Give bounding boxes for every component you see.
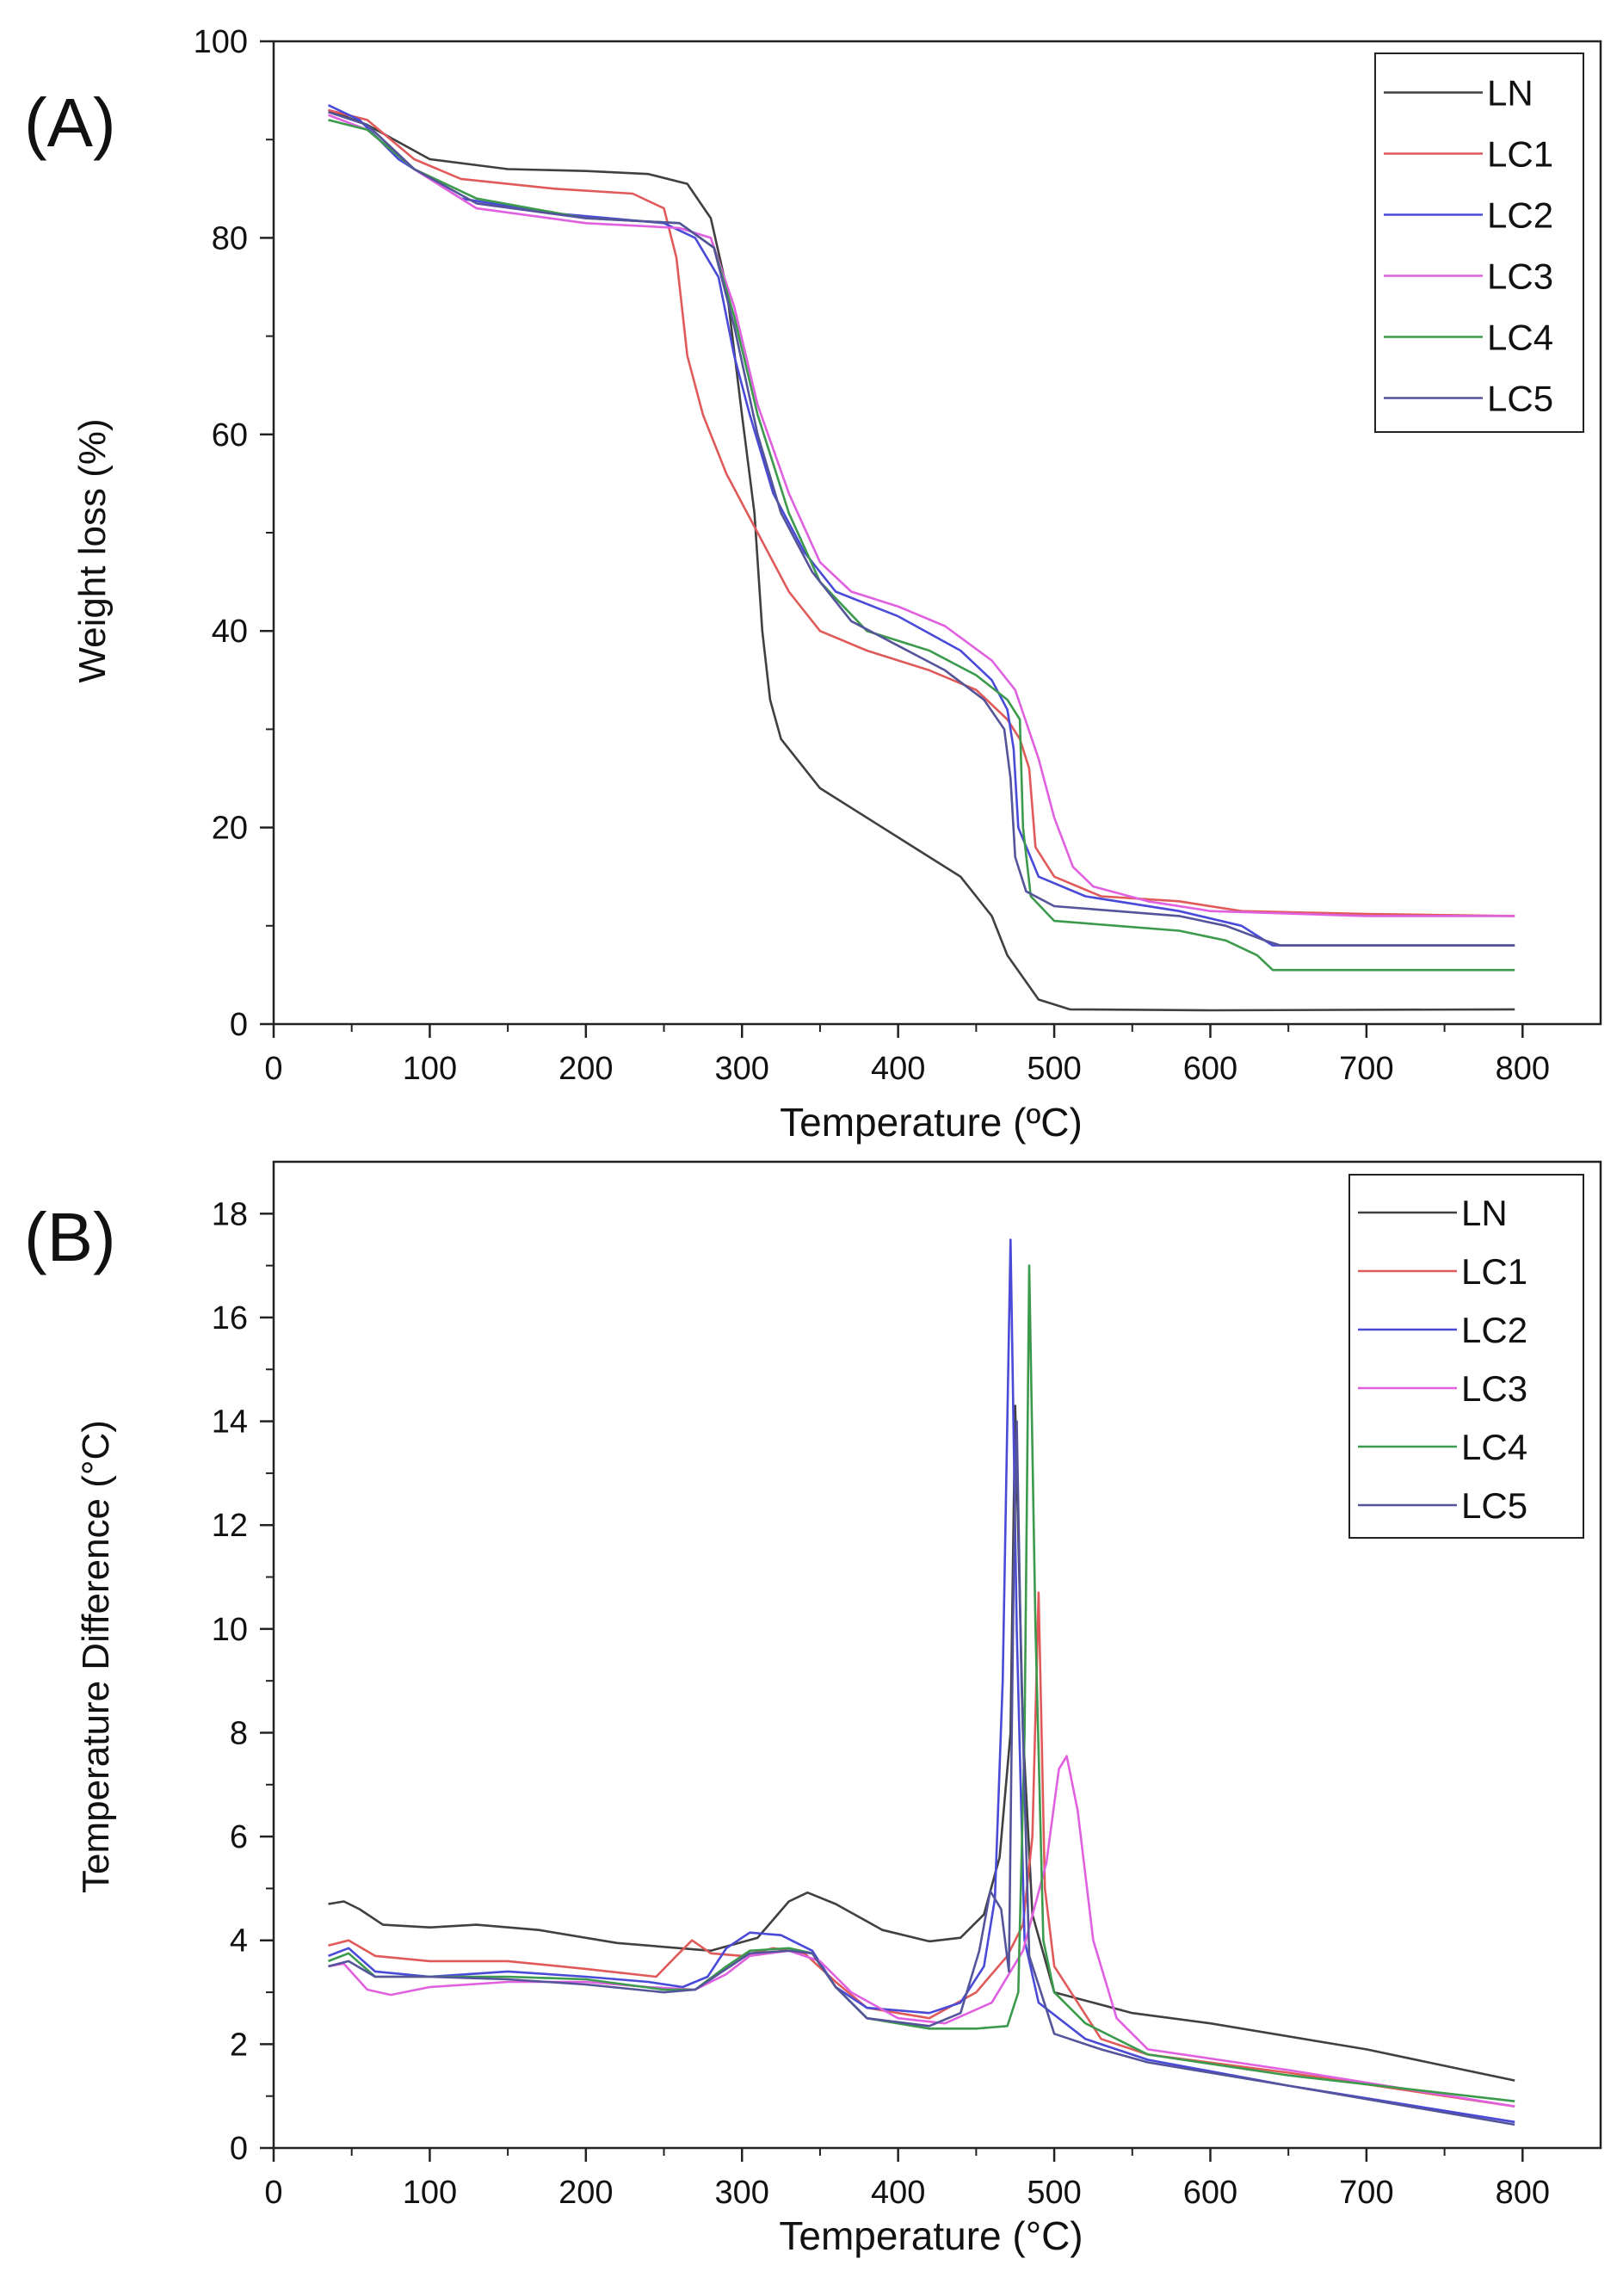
x-tick-label: 700 [1339,1051,1393,1087]
x-axis-label: Temperature (ºC) [780,1100,1083,1145]
legend-box [1348,1174,1584,1539]
x-tick-label: 500 [1027,2175,1081,2211]
y-tick-label: 2 [230,2027,248,2063]
x-tick-label: 200 [558,1051,613,1087]
x-tick-label: 600 [1183,2175,1237,2211]
x-tick-label: 700 [1339,2175,1393,2211]
y-axis-label: Temperature Difference (°C) [75,1420,117,1893]
series-group [328,1238,1515,2126]
legend-label-lc4: LC4 [1487,318,1553,358]
y-tick-label: 100 [194,24,248,60]
x-tick-label: 400 [871,2175,925,2211]
legend-label-lc1: LC1 [1487,134,1553,175]
y-tick-label: 20 [212,811,248,847]
series-line-lc5 [328,110,1515,947]
x-tick-label: 100 [403,2175,457,2211]
x-tick-label: 800 [1496,1051,1550,1087]
plot-frame [272,1160,1602,2150]
series-line-ln [328,108,1515,1012]
series-line-lc1 [328,1591,1515,2108]
legend-label-lc3: LC3 [1461,1368,1527,1409]
series-line-lc1 [328,108,1515,917]
legend-label-lc1: LC1 [1461,1251,1527,1292]
legend-label-lc5: LC5 [1461,1485,1527,1526]
y-tick-label: 8 [230,1715,248,1751]
series-line-lc4 [328,119,1515,972]
y-tick-label: 16 [212,1300,248,1336]
y-tick-label: 80 [212,220,248,256]
series-line-lc2 [327,104,1515,947]
panel-a: (A) Temperature (ºC) Weight loss (%) 0 10… [24,24,1602,1145]
legend-label-lc4: LC4 [1461,1427,1527,1467]
x-tick-label: 600 [1183,1051,1237,1087]
panel-label: (B) [24,1199,116,1275]
x-tick-label: 500 [1027,1051,1081,1087]
x-tick-label: 400 [871,1051,925,1087]
series-line-lc2 [328,1238,1515,2124]
y-tick-label: 10 [212,1612,248,1648]
panel-b: (B) Temperature (°C) Temperature Differe… [24,1160,1602,2258]
legend-label-lc3: LC3 [1487,256,1553,297]
series-line-ln [328,1404,1515,2082]
legend-label-ln: LN [1461,1193,1508,1233]
y-tick-label: 6 [230,1819,248,1855]
series-line-lc4 [328,1264,1515,2102]
series-line-lc5 [328,1420,1515,2126]
x-tick-label: 300 [715,2175,769,2211]
legend-label-lc5: LC5 [1487,379,1553,419]
x-tick-label: 300 [715,1051,769,1087]
legend-label-lc2: LC2 [1487,195,1553,236]
series-line-lc3 [328,114,1515,917]
x-tick-label: 800 [1496,2175,1550,2211]
legend-label-ln: LN [1487,73,1534,114]
legend-box [1374,52,1584,433]
y-axis-label: Weight loss (%) [71,418,114,682]
y-tick-label: 4 [230,1923,248,1960]
x-tick-label: 0 [264,1051,282,1087]
y-tick-label: 0 [230,1007,248,1043]
legend-label-lc2: LC2 [1461,1310,1527,1350]
x-axis-label: Temperature (°C) [779,2213,1083,2258]
y-tick-label: 40 [212,614,248,650]
y-tick-label: 60 [212,417,248,454]
y-tick-label: 0 [230,2131,248,2167]
y-tick-label: 12 [212,1508,248,1544]
x-tick-label: 200 [558,2175,613,2211]
x-tick-label: 0 [264,2175,282,2211]
panel-label: (A) [24,84,116,161]
y-tick-label: 14 [212,1404,248,1441]
x-tick-label: 100 [403,1051,457,1087]
series-group [327,104,1515,1012]
y-tick-label: 18 [212,1196,248,1232]
series-line-lc3 [328,1755,1515,2108]
